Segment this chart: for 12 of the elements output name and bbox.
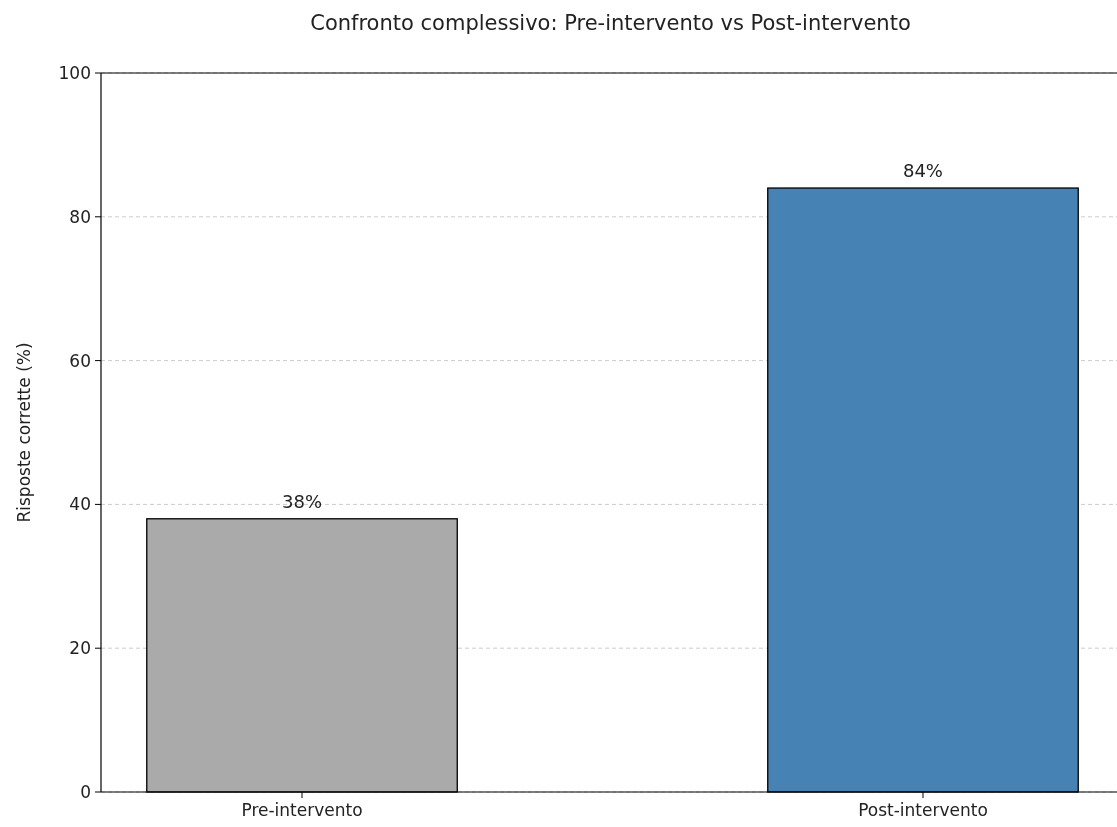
y-tick-label: 20 [69, 638, 91, 659]
data-label: 84% [902, 160, 943, 182]
x-tick-label: Pre-intervento [241, 800, 363, 820]
data-label: 38% [282, 490, 323, 512]
chart-title: Confronto complessivo: Pre-intervento vs Post-intervento [310, 11, 911, 35]
x-tick-label: Post-intervento [858, 800, 988, 820]
y-tick-label: 0 [80, 781, 91, 802]
y-tick-label: 80 [69, 206, 91, 227]
y-axis-title: Risposte corrette (%) [14, 342, 34, 523]
y-tick-label: 60 [69, 350, 91, 371]
y-tick-label: 100 [58, 62, 91, 83]
y-tick-label: 40 [69, 494, 91, 515]
